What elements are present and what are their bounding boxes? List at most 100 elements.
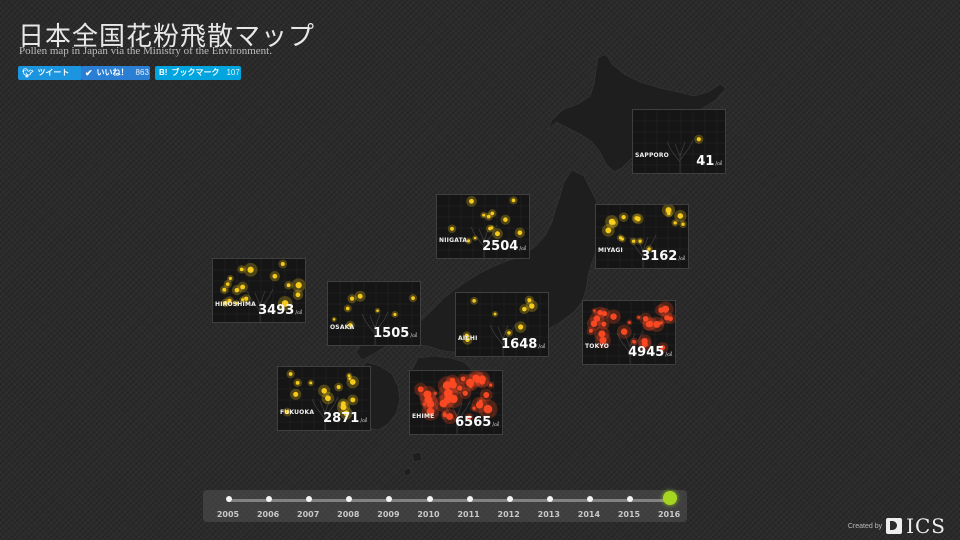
card-city-label: NIIGATA: [439, 237, 468, 244]
tweet-button[interactable]: 🐦︎ ツイート: [18, 66, 82, 80]
year-label-2008[interactable]: 2008: [337, 510, 360, 519]
pollen-card-miyagi[interactable]: MIYAGI 3162/㎠: [595, 204, 689, 269]
pollen-particle: [347, 374, 351, 378]
year-label-2006[interactable]: 2006: [256, 510, 280, 519]
pollen-particle: [503, 217, 508, 222]
pollen-particle: [664, 315, 670, 321]
timeline-tick[interactable]: [386, 496, 393, 502]
year-label-2009[interactable]: 2009: [377, 510, 400, 519]
timeline-tick[interactable]: [466, 496, 473, 502]
pollen-chart-ehime: [410, 371, 502, 434]
pollen-particle: [281, 300, 289, 307]
card-value: 6565/㎠: [455, 415, 499, 430]
pollen-card-fukuoka[interactable]: FUKUOKA 2871/㎠: [277, 366, 371, 431]
pollen-particle: [486, 214, 491, 219]
pollen-particle: [223, 300, 228, 305]
like-label: いいね！: [96, 68, 129, 77]
pollen-particle: [228, 276, 232, 281]
timeline-tick[interactable]: [546, 496, 553, 502]
year-timeline-slider[interactable]: 2005 2006 2007 2008 2009 2010 2011 2012 2013 2014…: [203, 490, 687, 522]
like-button[interactable]: ✔ いいね！ 863: [81, 66, 150, 80]
pollen-card-aichi[interactable]: AICHI 1648/㎠: [455, 292, 549, 357]
page-title: 日本全国花粉飛散マップ: [18, 22, 316, 52]
pollen-particle: [348, 377, 352, 380]
pollen-particle: [667, 211, 671, 216]
pollen-card-niigata[interactable]: NIIGATA 2504/㎠: [436, 194, 530, 259]
pollen-particle: [668, 316, 673, 322]
timeline-track[interactable]: [227, 499, 667, 502]
ics-logo[interactable]: ICS: [906, 514, 946, 538]
pollen-particle: [464, 333, 469, 338]
pollen-particle: [620, 328, 628, 335]
year-label-2013[interactable]: 2013: [537, 510, 560, 519]
timeline-tick[interactable]: [346, 496, 353, 502]
pollen-particle: [449, 394, 458, 404]
pollen-particle: [608, 218, 615, 225]
timeline-knob[interactable]: [663, 491, 678, 505]
pollen-particle: [627, 321, 631, 324]
pollen-particle: [443, 396, 452, 404]
pollen-particle: [677, 213, 684, 219]
pollen-particle: [345, 306, 350, 311]
year-label-2011[interactable]: 2011: [457, 510, 480, 519]
pollen-particle: [647, 247, 651, 251]
pollen-particle: [443, 412, 446, 415]
pollen-particle: [635, 216, 641, 222]
year-label-2015[interactable]: 2015: [617, 510, 641, 519]
pollen-particle: [426, 407, 435, 416]
timeline-tick[interactable]: [506, 496, 513, 502]
pollen-particle: [472, 406, 476, 410]
credit: Created by ICS: [848, 514, 946, 538]
pollen-particle: [450, 226, 454, 231]
pollen-chart-fukuoka: [278, 367, 370, 430]
pollen-card-tokyo[interactable]: TOKYO 4945/㎠: [582, 300, 676, 365]
card-value: 3162/㎠: [641, 249, 685, 264]
pollen-card-osaka[interactable]: OSAKA 1505/㎠: [327, 281, 421, 346]
pollen-particle: [240, 284, 246, 290]
timeline-tick[interactable]: [586, 496, 593, 502]
pollen-particle: [423, 402, 426, 406]
pollen-chart-osaka: [328, 282, 420, 345]
pollen-particle: [336, 384, 341, 389]
pollen-particle: [376, 309, 379, 312]
timeline-tick[interactable]: [306, 496, 313, 502]
year-label-2005[interactable]: 2005: [216, 510, 240, 519]
pollen-particle: [411, 296, 415, 301]
pollen-card-ehime[interactable]: EHIME 6565/㎠: [409, 370, 503, 435]
pollen-particle: [631, 239, 636, 243]
timeline-tick[interactable]: [627, 496, 633, 502]
pollen-particle: [434, 391, 437, 395]
pollen-particle: [286, 283, 291, 288]
card-city-label: SAPPORO: [635, 152, 669, 159]
year-label-2012[interactable]: 2012: [497, 510, 520, 519]
pollen-particle: [598, 330, 606, 338]
year-label-2007[interactable]: 2007: [297, 510, 320, 519]
pollen-card-hiroshima[interactable]: HIROSHIMA 3493/㎠: [212, 258, 306, 323]
pollen-particle: [593, 315, 601, 322]
pollen-particle: [348, 323, 353, 328]
card-value: 2504/㎠: [482, 239, 526, 254]
pollen-particle: [321, 388, 327, 394]
pollen-particle: [601, 321, 607, 327]
pollen-chart-niigata: [437, 195, 529, 258]
pollen-particle: [490, 211, 495, 216]
pollen-particle: [247, 266, 254, 273]
ics-logo-mark-icon: [886, 518, 903, 534]
pollen-particle: [325, 395, 331, 402]
pollen-particle: [517, 230, 523, 236]
pollen-particle: [343, 410, 350, 417]
pollen-particle: [460, 376, 466, 382]
pollen-card-sapporo[interactable]: SAPPORO 41/㎠: [632, 109, 726, 174]
pollen-particle: [653, 320, 661, 328]
timeline-tick[interactable]: [426, 496, 433, 502]
pollen-particle: [475, 401, 484, 409]
timeline-tick[interactable]: [226, 496, 232, 502]
year-label-2010[interactable]: 2010: [417, 510, 440, 519]
hatena-bookmark-button[interactable]: B! ブックマーク 107: [155, 66, 241, 80]
year-label-2014[interactable]: 2014: [577, 510, 601, 519]
timeline-tick[interactable]: [266, 496, 273, 502]
pollen-particle: [442, 381, 452, 390]
pollen-chart-tokyo: [583, 301, 675, 364]
year-label-2016[interactable]: 2016: [657, 510, 681, 519]
pollen-particle: [610, 313, 617, 320]
